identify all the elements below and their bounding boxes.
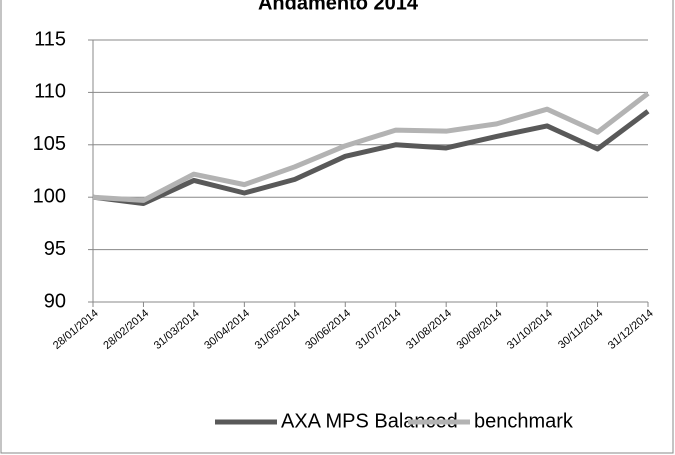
y-tick-label: 115 bbox=[34, 28, 66, 50]
y-tick-label: 105 bbox=[33, 133, 66, 155]
data-line bbox=[92, 91, 650, 203]
legend-label: benchmark bbox=[474, 410, 574, 432]
y-tick-label: 90 bbox=[44, 290, 66, 312]
chart-title: Andamento 2014 bbox=[258, 0, 419, 14]
y-tick-label: 95 bbox=[44, 238, 66, 260]
legend-label: AXA MPS Balanced bbox=[281, 410, 458, 432]
data-line bbox=[92, 109, 650, 206]
y-tick-label: 100 bbox=[33, 185, 66, 207]
y-tick-label: 110 bbox=[34, 81, 66, 103]
